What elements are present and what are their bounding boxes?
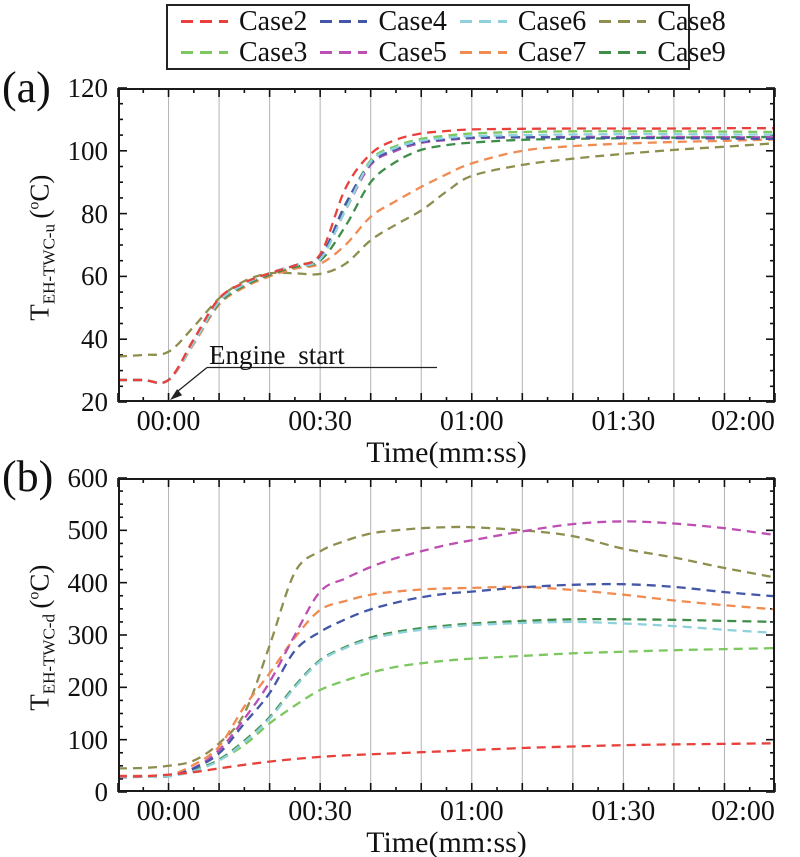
x-tick-label: 02:00 bbox=[711, 796, 775, 827]
x-tick-label: 00:30 bbox=[288, 796, 353, 827]
y-tick-label: 40 bbox=[81, 324, 108, 355]
legend-label: Case3 bbox=[239, 36, 308, 68]
series-case2-line bbox=[117, 742, 776, 778]
plot-area-a: Engine start bbox=[117, 87, 776, 403]
y-tick-label: 120 bbox=[67, 73, 109, 103]
series-case6-line bbox=[117, 620, 776, 779]
legend-item-case3: Case3 bbox=[168, 36, 308, 68]
y-label-unit-close: C) bbox=[24, 174, 55, 202]
legend-dash-swatch bbox=[459, 51, 507, 54]
x-tick-label: 00:00 bbox=[136, 406, 201, 437]
plot-border bbox=[118, 478, 775, 792]
legend-dash-swatch bbox=[181, 51, 228, 54]
annotation-arrow-line bbox=[175, 366, 208, 394]
y-tick-label: 100 bbox=[67, 135, 109, 166]
y-tick-label: 20 bbox=[81, 387, 108, 417]
y-tick-label: 200 bbox=[67, 672, 109, 703]
y-tick-label: 300 bbox=[67, 620, 109, 650]
series-case4-line bbox=[117, 582, 776, 779]
legend-label: Case4 bbox=[378, 5, 447, 37]
x-axis-title: Time(mm:ss) bbox=[366, 826, 527, 857]
panel-b-label: (b) bbox=[2, 452, 54, 501]
x-tick-label: 01:30 bbox=[591, 406, 656, 437]
legend: Case2 Case4 Case6 Case8 Case3 Case5 Case7 Case9 bbox=[166, 4, 726, 70]
y-tick-label: 100 bbox=[67, 724, 109, 755]
legend-item-case7: Case7 bbox=[447, 36, 587, 68]
legend-label: Case7 bbox=[517, 36, 587, 68]
series-case5-line bbox=[117, 520, 776, 778]
panel-a-label: (a) bbox=[2, 63, 51, 112]
legend-label: Case6 bbox=[517, 5, 587, 37]
legend-label: Case8 bbox=[657, 5, 726, 37]
legend-item-case6: Case6 bbox=[447, 5, 587, 37]
y-tick-label: 80 bbox=[81, 198, 108, 229]
plot-area-b bbox=[117, 477, 776, 793]
y-label-unit: ( bbox=[24, 599, 55, 609]
legend-label: Case2 bbox=[239, 5, 308, 37]
series-case9-line bbox=[117, 617, 776, 779]
legend-label: Case9 bbox=[657, 36, 726, 68]
y-tick-label: 400 bbox=[67, 567, 109, 598]
series-case2-line bbox=[118, 127, 776, 385]
series-case3-line bbox=[118, 646, 776, 778]
annotation-arrowhead bbox=[170, 389, 183, 400]
legend-item-case9: Case9 bbox=[586, 36, 726, 68]
x-tick-label: 02:00 bbox=[711, 406, 775, 437]
engine-start-annotation: Engine start bbox=[209, 340, 345, 370]
legend-dash-swatch bbox=[320, 20, 368, 23]
y-label-base: T bbox=[24, 304, 55, 321]
legend-item-case2: Case2 bbox=[168, 5, 308, 37]
y-tick-label: 500 bbox=[67, 515, 109, 546]
legend-item-case4: Case4 bbox=[307, 5, 447, 37]
x-axis-title: Time(mm:ss) bbox=[366, 436, 527, 469]
legend-label: Case5 bbox=[378, 36, 447, 68]
x-tick-label: 00:00 bbox=[136, 796, 201, 827]
plot-border bbox=[118, 88, 775, 402]
x-tick-label: 01:30 bbox=[591, 796, 656, 827]
legend-dash-swatch bbox=[181, 20, 228, 23]
legend-dash-swatch bbox=[459, 20, 507, 23]
legend-item-case8: Case8 bbox=[586, 5, 726, 37]
legend-dash-swatch bbox=[320, 51, 368, 54]
panel-a-y-axis-label: TEH-TWC-u (oC) bbox=[24, 88, 58, 408]
series-case6-line bbox=[118, 132, 775, 384]
x-tick-label: 01:00 bbox=[439, 406, 504, 437]
y-tick-label: 600 bbox=[67, 463, 109, 493]
x-tick-label: 00:30 bbox=[288, 406, 353, 437]
series-case8-line bbox=[117, 525, 776, 770]
y-tick-label: 60 bbox=[81, 261, 108, 292]
series-case7-line bbox=[117, 585, 776, 778]
y-tick-label: 0 bbox=[94, 777, 109, 807]
series-case8-line bbox=[117, 142, 776, 358]
legend-item-case5: Case5 bbox=[307, 36, 447, 68]
legend-dash-swatch bbox=[599, 51, 647, 54]
x-tick-label: 01:00 bbox=[439, 796, 504, 827]
legend-dash-swatch bbox=[599, 20, 647, 23]
